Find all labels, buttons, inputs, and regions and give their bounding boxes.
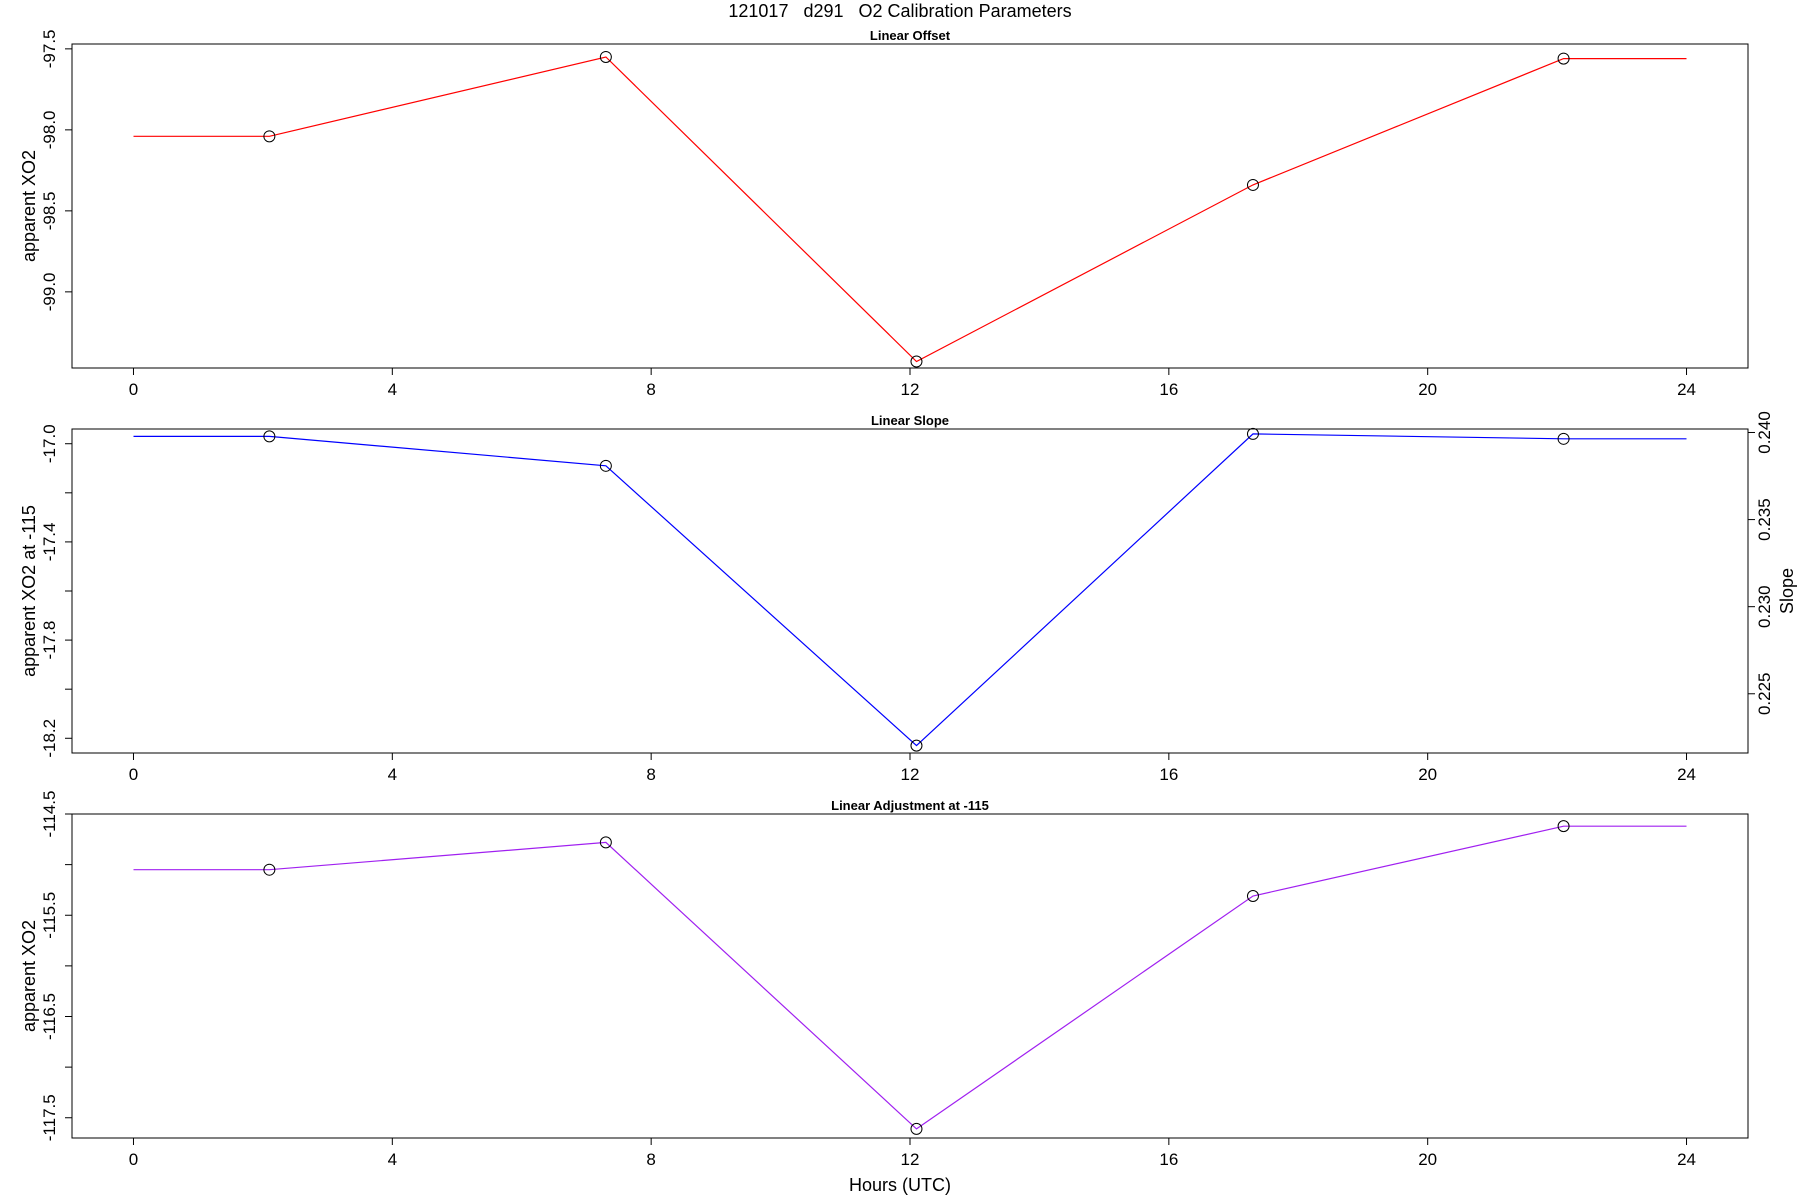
data-point	[910, 1122, 923, 1135]
panel-title: Linear Slope	[871, 413, 949, 428]
x-tick-label: 0	[129, 380, 138, 399]
y-tick-label: -114.5	[40, 791, 59, 838]
data-point	[599, 50, 612, 63]
x-tick-label: 4	[388, 380, 397, 399]
y-tick-label: -116.5	[40, 993, 59, 1040]
x-tick-label: 8	[646, 380, 655, 399]
y-right-axis-label: Slope	[1777, 568, 1797, 614]
panel-title: Linear Adjustment at -115	[831, 798, 989, 813]
plot-frame	[71, 813, 1749, 1139]
x-tick-label: 12	[901, 1150, 920, 1169]
y-tick-label: -117.5	[40, 1094, 59, 1141]
x-tick-label: 0	[129, 765, 138, 784]
y-tick-label: -115.5	[40, 892, 59, 939]
chart-panel-2: Linear Slope 0 4 8 12 16 20 24 -17.0 -17.4 -17.8 -1…	[19, 411, 1797, 784]
data-point	[1557, 52, 1570, 65]
x-tick-label: 16	[1159, 765, 1178, 784]
data-point	[910, 355, 923, 368]
data-point	[1557, 432, 1570, 445]
y-right-tick-label: 0.230	[1755, 585, 1774, 628]
data-point	[1246, 178, 1259, 191]
x-tick-label: 20	[1418, 380, 1437, 399]
chart-panel-1: Linear Offset 0 4 8 12 16 20 24 -97.5 -98.0 -98.5 -…	[19, 28, 1749, 399]
y-tick-label: -17.4	[40, 523, 59, 562]
series-line	[133, 56, 1687, 363]
y-right-tick-label: 0.235	[1755, 498, 1774, 541]
y-tick-label: -98.5	[40, 191, 59, 230]
x-axis-label: Hours (UTC)	[849, 1175, 951, 1195]
y-right-tick-label: 0.225	[1755, 673, 1774, 716]
x-tick-label: 24	[1677, 380, 1696, 399]
x-tick-label: 12	[901, 765, 920, 784]
x-tick-label: 12	[901, 380, 920, 399]
data-point	[599, 836, 612, 849]
data-point	[1246, 890, 1259, 903]
x-tick-label: 16	[1159, 1150, 1178, 1169]
data-point	[1557, 820, 1570, 833]
y-axis-label: apparent XO2	[19, 920, 39, 1032]
y-tick-label: -99.0	[40, 272, 59, 311]
x-tick-label: 16	[1159, 380, 1178, 399]
data-point	[1246, 427, 1259, 440]
x-tick-label: 4	[388, 765, 397, 784]
plot-frame	[71, 428, 1749, 754]
y-tick-label: -18.2	[40, 719, 59, 758]
data-point	[910, 739, 923, 752]
y-tick-label: -17.0	[40, 424, 59, 463]
y-right-tick-label: 0.240	[1755, 411, 1774, 454]
data-point	[599, 459, 612, 472]
x-tick-label: 0	[129, 1150, 138, 1169]
x-tick-label: 20	[1418, 1150, 1437, 1169]
figure-title: 121017 d291 O2 Calibration Parameters	[728, 1, 1072, 21]
x-tick-label: 4	[388, 1150, 397, 1169]
y-axis-label: apparent XO2	[19, 150, 39, 262]
x-tick-label: 8	[646, 765, 655, 784]
data-point	[263, 430, 276, 443]
y-tick-label: -98.0	[40, 110, 59, 149]
panel-title: Linear Offset	[870, 28, 951, 43]
data-point	[263, 863, 276, 876]
x-tick-label: 24	[1677, 1150, 1696, 1169]
x-tick-label: 8	[646, 1150, 655, 1169]
x-tick-label: 24	[1677, 765, 1696, 784]
y-axis-label: apparent XO2 at -115	[19, 505, 39, 677]
data-point	[263, 130, 276, 143]
plot-frame	[71, 43, 1749, 369]
y-tick-label: -97.5	[40, 29, 59, 68]
chart-panel-3: Linear Adjustment at -115 0 4 8 12 16 20 24 -114…	[19, 791, 1749, 1169]
series-line	[133, 825, 1687, 1130]
x-tick-label: 20	[1418, 765, 1437, 784]
y-tick-label: -17.8	[40, 621, 59, 660]
series-line	[133, 433, 1687, 747]
